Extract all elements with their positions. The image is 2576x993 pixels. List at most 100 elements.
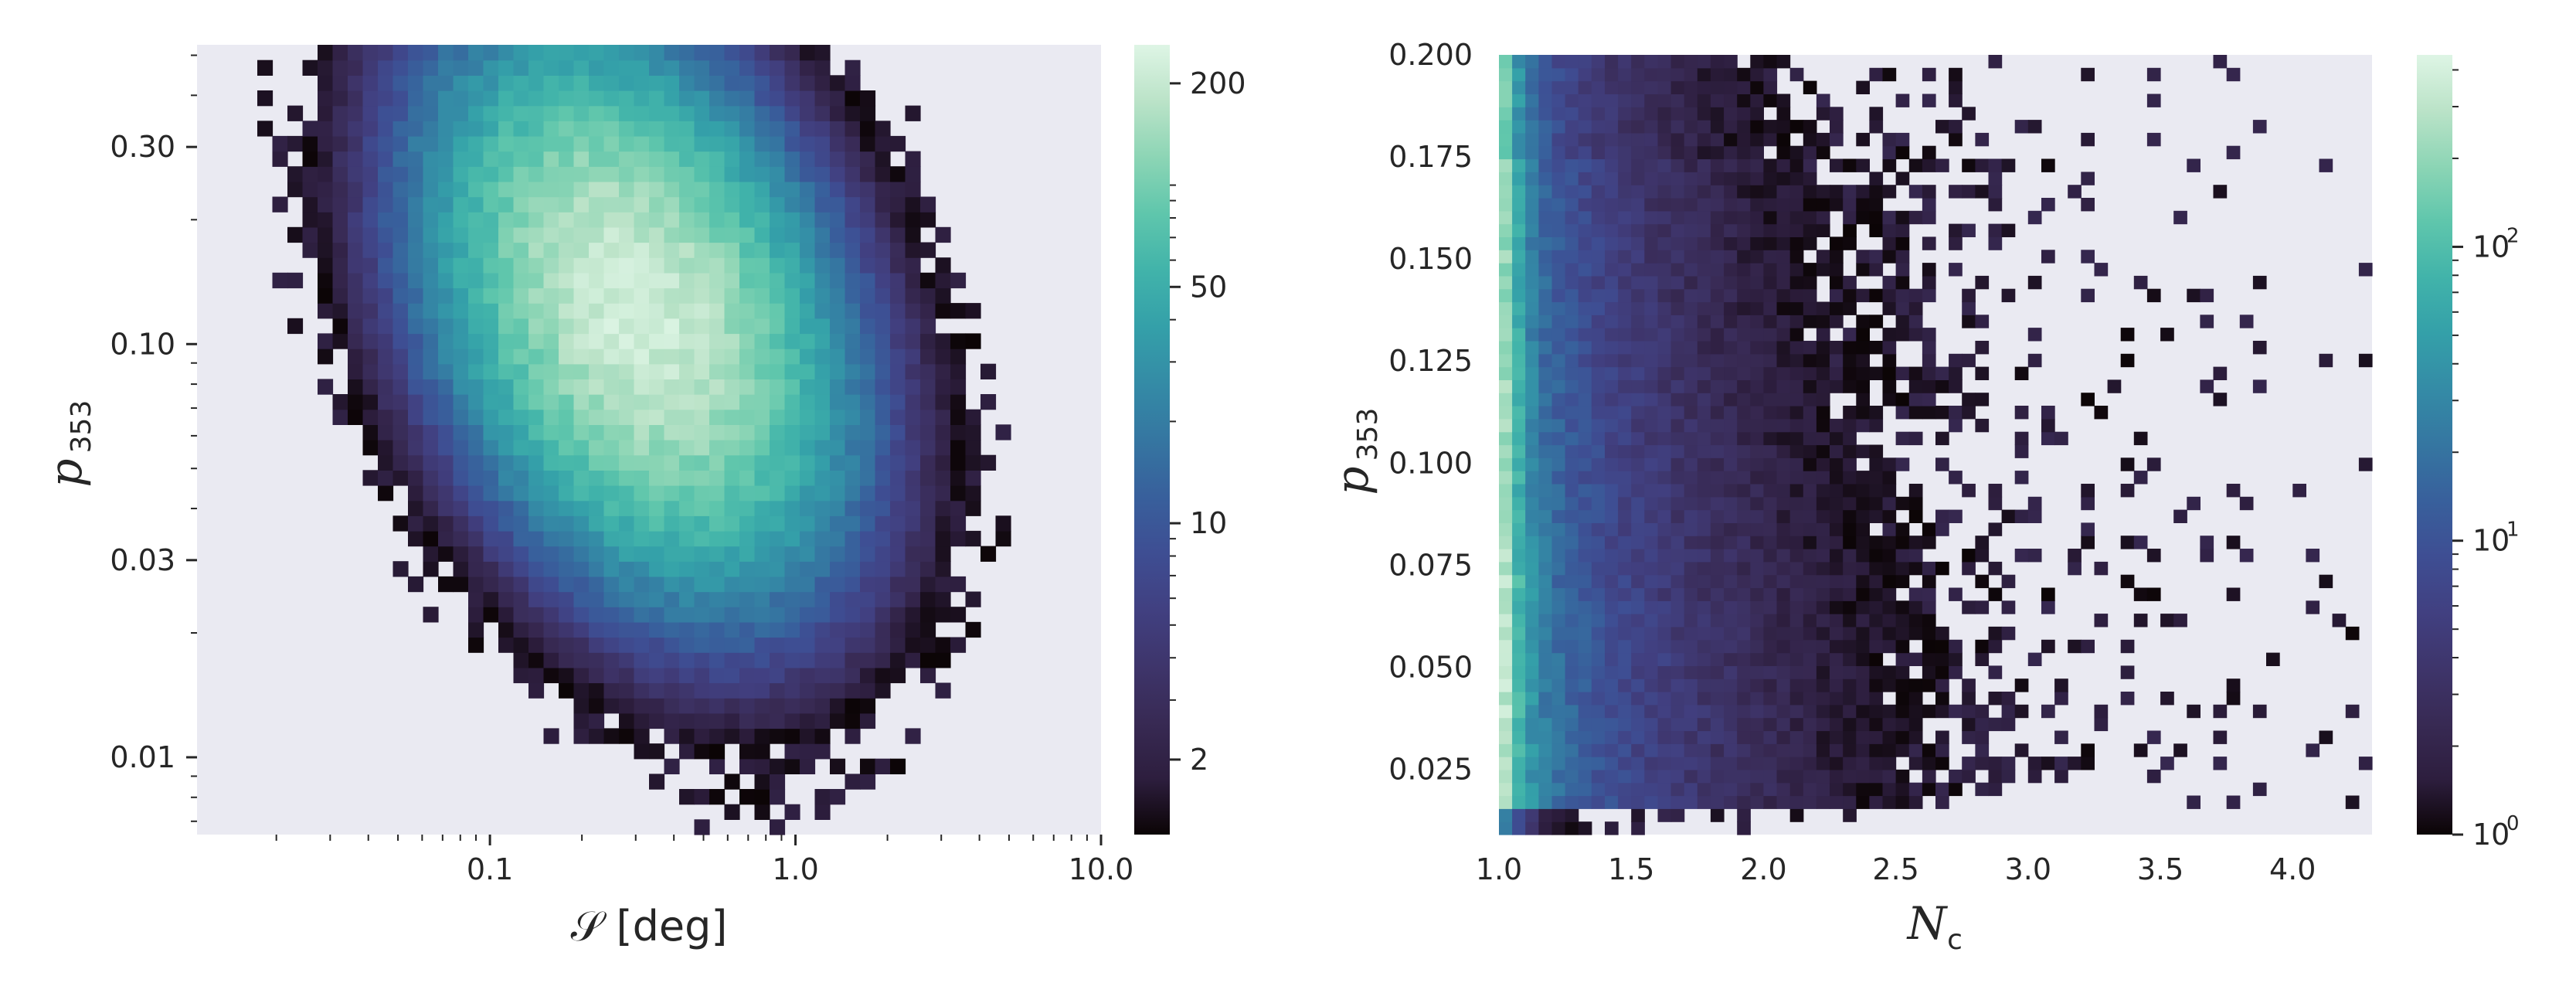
heatmap-cell bbox=[1618, 172, 1632, 185]
heatmap-cell bbox=[438, 181, 454, 198]
heatmap-cell bbox=[1789, 509, 1804, 523]
heatmap-cell bbox=[468, 530, 484, 547]
heatmap-cell bbox=[513, 349, 529, 365]
heatmap-cell bbox=[679, 530, 695, 547]
heatmap-cell bbox=[1512, 536, 1526, 549]
heatmap-cell bbox=[1631, 172, 1645, 185]
colorbar-tick-label: 10 bbox=[2472, 524, 2510, 558]
heatmap-cell bbox=[332, 394, 348, 410]
heatmap-cell bbox=[770, 591, 786, 607]
heatmap-cell bbox=[1525, 94, 1539, 107]
heatmap-cell bbox=[2001, 574, 2016, 589]
heatmap-cell bbox=[860, 454, 876, 471]
heatmap-cell bbox=[423, 242, 439, 258]
heatmap-cell bbox=[423, 485, 439, 502]
heatmap-cell bbox=[875, 607, 891, 623]
heatmap-cell bbox=[814, 530, 831, 547]
heatmap-cell bbox=[724, 212, 740, 228]
heatmap-cell bbox=[920, 500, 936, 516]
heatmap-cell bbox=[1949, 769, 1963, 784]
heatmap-cell bbox=[528, 166, 545, 182]
heatmap-cell bbox=[694, 226, 710, 243]
heatmap-cell bbox=[770, 135, 786, 152]
heatmap-cell bbox=[498, 212, 515, 228]
heatmap-cell bbox=[1830, 457, 1844, 471]
heatmap-cell bbox=[362, 440, 379, 456]
heatmap-cell bbox=[649, 303, 665, 319]
heatmap-cell bbox=[1935, 639, 1949, 654]
heatmap-cell bbox=[468, 546, 484, 562]
heatmap-cell bbox=[875, 409, 891, 425]
heatmap-cell bbox=[1578, 471, 1592, 485]
heatmap-cell bbox=[634, 333, 650, 349]
heatmap-cell bbox=[905, 607, 921, 623]
heatmap-cell bbox=[559, 607, 575, 623]
heatmap-cell bbox=[1803, 757, 1817, 770]
heatmap-cell bbox=[770, 303, 786, 319]
heatmap-cell bbox=[784, 349, 800, 365]
heatmap-cell bbox=[2014, 366, 2029, 380]
heatmap-cell bbox=[573, 454, 590, 471]
heatmap-cell bbox=[393, 212, 409, 228]
heatmap-cell bbox=[1803, 587, 1817, 601]
heatmap-cell bbox=[814, 546, 831, 562]
heatmap-cell bbox=[709, 75, 726, 91]
heatmap-cell bbox=[378, 409, 394, 425]
heatmap-cell bbox=[619, 226, 635, 243]
heatmap-cell bbox=[1631, 471, 1645, 485]
heatmap-cell bbox=[513, 363, 529, 379]
heatmap-cell bbox=[1578, 639, 1592, 654]
heatmap-cell bbox=[845, 698, 861, 714]
heatmap-cell bbox=[1605, 210, 1619, 225]
heatmap-cell bbox=[724, 45, 740, 61]
heatmap-cell bbox=[408, 409, 424, 425]
heatmap-cell bbox=[634, 728, 650, 744]
heatmap-cell bbox=[332, 135, 348, 152]
heatmap-cell bbox=[1538, 536, 1553, 549]
heatmap-cell bbox=[348, 151, 364, 167]
heatmap-cell bbox=[1988, 223, 2003, 237]
y-tick-label: 0.050 bbox=[1388, 650, 1473, 684]
heatmap-cell bbox=[559, 75, 575, 91]
heatmap-cell bbox=[1830, 185, 1844, 199]
heatmap-cell bbox=[905, 485, 921, 502]
heatmap-cell bbox=[770, 667, 786, 684]
heatmap-cell bbox=[438, 212, 454, 228]
heatmap-cell bbox=[649, 318, 665, 335]
heatmap-cell bbox=[845, 349, 861, 365]
heatmap-cell bbox=[513, 196, 529, 213]
heatmap-cell bbox=[619, 318, 635, 335]
heatmap-cell bbox=[800, 485, 816, 502]
heatmap-cell bbox=[1657, 808, 1672, 822]
heatmap-cell bbox=[1710, 275, 1725, 290]
heatmap-cell bbox=[1605, 509, 1619, 523]
heatmap-cell bbox=[1631, 626, 1645, 641]
heatmap-cell bbox=[1605, 496, 1619, 511]
heatmap-cell bbox=[1499, 431, 1513, 446]
heatmap-cell bbox=[1724, 782, 1738, 797]
heatmap-cell bbox=[709, 485, 726, 502]
heatmap-cell bbox=[830, 121, 846, 137]
heatmap-cell bbox=[1525, 717, 1539, 732]
heatmap-cell bbox=[1618, 55, 1632, 69]
heatmap-cell bbox=[332, 151, 348, 167]
heatmap-cell bbox=[1657, 639, 1672, 654]
heatmap-cell bbox=[1882, 795, 1897, 809]
heatmap-cell bbox=[1499, 158, 1513, 172]
heatmap-cell bbox=[935, 363, 951, 379]
heatmap-cell bbox=[573, 166, 590, 182]
heatmap-cell bbox=[498, 409, 515, 425]
heatmap-cell bbox=[2014, 678, 2029, 692]
heatmap-cell bbox=[1697, 782, 1711, 797]
heatmap-cell bbox=[845, 728, 861, 744]
heatmap-cell bbox=[830, 333, 846, 349]
heatmap-cell bbox=[318, 90, 334, 107]
heatmap-cell bbox=[483, 45, 499, 61]
heatmap-cell bbox=[1856, 509, 1870, 523]
heatmap-cell bbox=[543, 485, 559, 502]
heatmap-cell bbox=[483, 530, 499, 547]
heatmap-cell bbox=[543, 257, 559, 274]
heatmap-cell bbox=[302, 60, 318, 76]
heatmap-cell bbox=[1830, 782, 1844, 797]
heatmap-cell bbox=[2001, 757, 2016, 770]
